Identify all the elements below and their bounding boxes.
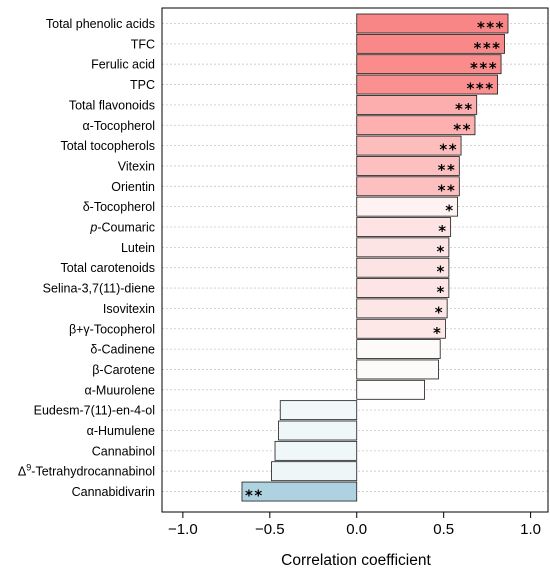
- bar: [356, 95, 478, 115]
- bar: [356, 339, 441, 360]
- significance-label: **: [439, 141, 458, 159]
- category-label: Total flavonoids: [69, 98, 155, 112]
- bar: [356, 156, 460, 176]
- significance-label: *: [433, 324, 442, 342]
- bar: [356, 115, 476, 136]
- significance-label: *: [437, 283, 446, 301]
- x-tick-label: −0.5: [255, 521, 285, 538]
- bar: [356, 217, 452, 237]
- bar-layer: [241, 13, 509, 502]
- category-labels: Total phenolic acids TFC Ferulic acid TPC To…: [18, 17, 155, 499]
- significance-label: *: [437, 263, 446, 281]
- bar: [356, 278, 450, 298]
- bar: [356, 33, 505, 54]
- significance-label: **: [438, 161, 457, 179]
- significance-label: *: [437, 242, 446, 260]
- category-label: Ferulic acid: [91, 58, 155, 72]
- category-label: Orientin: [111, 180, 155, 194]
- bar: [356, 379, 425, 400]
- bar: [356, 176, 460, 197]
- x-tick-label: 0.5: [433, 521, 454, 538]
- bar: [356, 196, 458, 217]
- significance-label: ***: [477, 19, 505, 37]
- significance-label: ***: [470, 59, 498, 77]
- bar: [241, 481, 358, 502]
- significance-label: *: [445, 202, 454, 220]
- bar: [356, 13, 509, 34]
- x-tick-label: −1.0: [168, 521, 198, 538]
- x-tick-label: 1.0: [520, 521, 541, 538]
- category-label: α-Humulene: [87, 424, 155, 438]
- bar: [356, 237, 450, 258]
- category-label: Cannabinol: [92, 444, 155, 458]
- x-axis: −1.0 −0.5 0.0 0.5 1.0: [168, 512, 541, 538]
- category-label: Cannabidivarin: [72, 485, 155, 499]
- bar: [356, 257, 450, 278]
- category-label: p-Coumaric: [89, 221, 155, 235]
- bar: [271, 461, 358, 482]
- category-label: Total tocopherols: [60, 139, 155, 153]
- bar: [274, 440, 358, 461]
- significance-label: *: [438, 222, 447, 240]
- category-label: TFC: [131, 37, 155, 51]
- category-label: Eudesm-7(11)-en-4-ol: [34, 404, 155, 418]
- significance-label: **: [453, 120, 472, 138]
- category-label: Vitexin: [118, 159, 155, 173]
- category-label: Δ9-Tetrahydrocannabinol: [18, 463, 155, 479]
- bar: [279, 400, 358, 421]
- significance-label: **: [245, 487, 264, 505]
- category-label: α-Muurolene: [85, 383, 156, 397]
- significance-label: **: [455, 100, 474, 118]
- significance-label: **: [438, 181, 457, 199]
- category-label: δ-Cadinene: [90, 343, 155, 357]
- x-axis-title: Correlation coefficient: [281, 552, 431, 569]
- bar: [278, 420, 358, 441]
- category-label: Total carotenoids: [60, 261, 155, 275]
- category-label: Selina-3,7(11)-diene: [43, 282, 155, 296]
- grid-layer: [162, 23, 548, 492]
- significance-label: ***: [467, 80, 495, 98]
- category-label: β+γ-Tocopherol: [69, 322, 155, 336]
- bar: [356, 318, 446, 339]
- category-label: Total phenolic acids: [46, 17, 155, 31]
- category-label: Lutein: [121, 241, 155, 255]
- category-label: β-Carotene: [92, 363, 155, 377]
- plot-frame: [161, 7, 549, 513]
- bar: [356, 359, 439, 380]
- category-label: α-Tocopherol: [82, 119, 155, 133]
- significance-label: ***: [473, 39, 501, 57]
- category-label: Isovitexin: [103, 302, 155, 316]
- category-label: TPC: [130, 78, 155, 92]
- category-label: δ-Tocopherol: [83, 200, 155, 214]
- x-tick-label: 0.0: [346, 521, 367, 538]
- bar: [356, 135, 462, 156]
- significance-labels: *******************************: [245, 19, 505, 505]
- significance-label: *: [435, 303, 444, 321]
- bar: [356, 54, 502, 75]
- bar: [356, 74, 498, 95]
- bar: [356, 298, 448, 319]
